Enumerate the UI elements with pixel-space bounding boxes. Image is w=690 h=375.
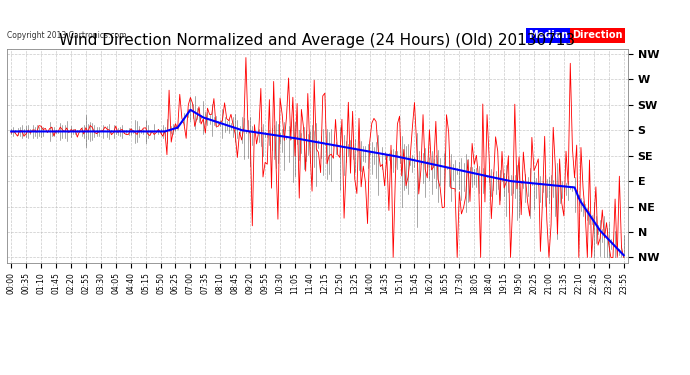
Text: Direction: Direction [572, 30, 622, 40]
Title: Wind Direction Normalized and Average (24 Hours) (Old) 20130713: Wind Direction Normalized and Average (2… [59, 33, 575, 48]
Text: Copyright 2013 Cartronics.com: Copyright 2013 Cartronics.com [7, 31, 126, 40]
Text: Median: Median [529, 30, 569, 40]
